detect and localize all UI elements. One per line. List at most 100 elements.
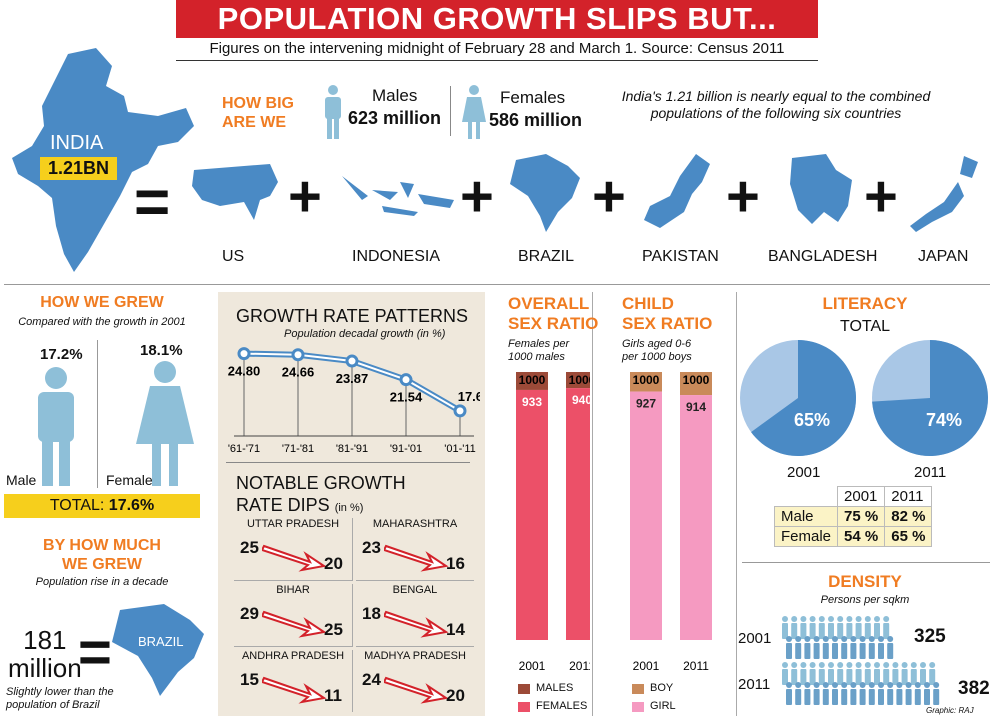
density-year-2001: 2001 (738, 630, 772, 647)
down-arrow-icon (262, 676, 327, 704)
person-icon (874, 662, 880, 685)
indonesia-map (342, 176, 454, 216)
down-arrow-icon (384, 544, 449, 572)
person-icon (846, 616, 853, 639)
bar-x-label: 2001 (519, 659, 546, 673)
growth-point (345, 354, 359, 368)
person-icon (929, 662, 936, 685)
person-icon (800, 662, 807, 685)
growth-x-label: '81-'91 (336, 443, 368, 455)
bar-x-label: 2011 (683, 659, 709, 673)
person-icon (841, 636, 848, 659)
dip-card: UTTAR PRADESH 25 20 (234, 518, 353, 581)
india-value: 1.21BN (40, 157, 118, 180)
literacy-row-label: Male (773, 506, 839, 527)
literacy-table: 2001 2011 Male 75 % 82 % Female 54 % 65 % (773, 486, 933, 547)
dip-to-value: 16 (446, 554, 465, 573)
us-map (192, 164, 278, 220)
literacy-col-2011: 2011 (884, 486, 933, 507)
japan-map (910, 156, 978, 232)
person-icon (924, 682, 930, 705)
bar-total-label: 1000 (569, 373, 590, 387)
person-icon (828, 616, 834, 639)
bar-bottom-segment (630, 391, 662, 640)
growth-point (399, 373, 413, 387)
dip-card: MADHYA PRADESH 24 20 (356, 650, 474, 712)
person-icon (868, 636, 875, 659)
person-icon (800, 616, 807, 639)
brazil-label: BRAZIL (138, 634, 184, 649)
female-icon (462, 85, 486, 139)
bar-bottom-segment (516, 389, 548, 640)
person-icon (868, 682, 875, 705)
plus-icon: + (460, 164, 494, 229)
density-year-2011: 2011 (738, 676, 771, 693)
total-growth-value: 17.6% (108, 497, 155, 514)
graphic-credit: Graphic: RAJ (926, 706, 974, 715)
male-growth-value: 17.2% (40, 346, 83, 363)
growth-x-label: '61-'71 (228, 443, 260, 455)
dip-from-value: 24 (362, 670, 381, 689)
growth-point (291, 348, 305, 362)
dip-card: ANDHRA PRADESH 15 11 (234, 650, 353, 712)
literacy-cell: 65 % (884, 526, 933, 547)
bar-bottom-segment (680, 395, 712, 640)
literacy-total-label: TOTAL (839, 318, 891, 335)
density-heading: DENSITY (828, 572, 902, 591)
person-icon (901, 662, 908, 685)
bar-total-label: 1000 (519, 373, 546, 387)
person-icon (855, 616, 862, 639)
female-figure-icon (136, 361, 194, 486)
child-sex-ratio-chart: 1000 927 2001 1000 914 2011 (630, 372, 712, 673)
bar-top-segment (516, 372, 548, 390)
growth-point (237, 347, 251, 361)
literacy-cell: 82 % (884, 506, 933, 527)
dips-grid: UTTAR PRADESH 25 20 MAHARASHTRA 23 16 BIHAR 29 2… (234, 518, 474, 714)
rise-note: Slightly lower than the population of Br… (6, 686, 114, 711)
down-arrow-icon (384, 610, 449, 638)
females-value: 586 million (489, 110, 583, 130)
dip-state-name: BIHAR (276, 584, 310, 596)
plus-icon: + (288, 164, 322, 229)
dip-card: BENGAL 18 14 (356, 584, 474, 647)
page-title: POPULATION GROWTH SLIPS BUT... (176, 0, 818, 38)
bar-top-segment (566, 372, 590, 389)
plus-icon: + (864, 164, 898, 229)
dip-from-value: 18 (362, 604, 381, 623)
bar-total-label: 1000 (633, 373, 660, 387)
country-us: US (222, 248, 245, 265)
person-icon (813, 682, 820, 705)
dip-to-value: 11 (324, 686, 342, 705)
person-icon (878, 636, 884, 659)
person-icon (864, 662, 871, 685)
literacy-year-2011: 2011 (914, 464, 947, 481)
down-arrow-icon (384, 676, 449, 704)
india-label: INDIA (50, 132, 104, 154)
person-icon (933, 682, 940, 705)
bar-total-label: 1000 (683, 373, 710, 387)
person-icon (832, 682, 838, 705)
people-icon-row (782, 616, 894, 659)
person-icon (828, 662, 834, 685)
bar-value-label: 927 (636, 397, 656, 411)
growth-title: GROWTH RATE PATTERNS (236, 306, 468, 326)
growth-value-label: 24.66 (282, 365, 315, 380)
dip-from-value: 29 (240, 604, 259, 623)
legend-boy: BOY (650, 682, 674, 694)
dip-state-name: BENGAL (392, 584, 438, 596)
bar-value-label: 914 (686, 400, 706, 414)
female-label: Female (106, 472, 153, 488)
person-icon (822, 682, 829, 705)
person-icon (883, 616, 890, 639)
legend-males: MALES (536, 682, 574, 694)
person-icon (795, 636, 802, 659)
dip-to-value: 25 (324, 620, 343, 639)
male-label: Male (6, 472, 37, 488)
density-sub: Persons per sqkm (820, 594, 910, 606)
person-icon (782, 616, 788, 639)
males-value: 623 million (348, 108, 442, 128)
growth-x-label: '01-'11 (444, 443, 476, 455)
dip-card: BIHAR 29 25 (234, 584, 353, 647)
literacy-pie-charts: 65% 74% (740, 340, 988, 456)
person-icon (791, 662, 798, 685)
